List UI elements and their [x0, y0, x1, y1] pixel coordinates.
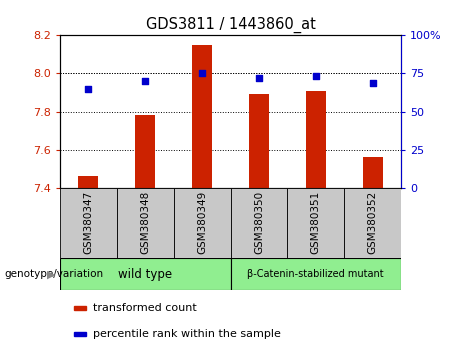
Bar — [78, 176, 98, 188]
Text: transformed count: transformed count — [93, 303, 196, 313]
Bar — [117, 188, 174, 258]
Bar — [174, 188, 230, 258]
Bar — [287, 188, 344, 258]
Bar — [230, 188, 287, 258]
Text: genotype/variation: genotype/variation — [5, 269, 104, 279]
Point — [142, 78, 149, 84]
Text: wild type: wild type — [118, 268, 172, 281]
Text: ▶: ▶ — [47, 269, 55, 279]
Text: β-Catenin-stabilized mutant: β-Catenin-stabilized mutant — [248, 269, 384, 279]
Text: percentile rank within the sample: percentile rank within the sample — [93, 329, 281, 339]
Text: GSM380348: GSM380348 — [140, 191, 150, 255]
Bar — [74, 332, 86, 336]
Bar — [249, 95, 269, 188]
Point — [198, 70, 206, 76]
Bar — [60, 258, 230, 290]
Point — [369, 80, 376, 85]
Text: GSM380349: GSM380349 — [197, 191, 207, 255]
Bar — [60, 188, 117, 258]
Bar — [363, 157, 383, 188]
Text: GSM380351: GSM380351 — [311, 191, 321, 255]
Title: GDS3811 / 1443860_at: GDS3811 / 1443860_at — [146, 16, 315, 33]
Bar — [344, 188, 401, 258]
Bar — [192, 45, 212, 188]
Bar — [135, 115, 155, 188]
Point — [255, 75, 263, 81]
Bar — [74, 306, 86, 310]
Text: GSM380350: GSM380350 — [254, 191, 264, 254]
Text: GSM380347: GSM380347 — [83, 191, 94, 255]
Bar — [230, 258, 401, 290]
Text: GSM380352: GSM380352 — [367, 191, 378, 255]
Point — [312, 74, 319, 79]
Point — [85, 86, 92, 92]
Bar — [306, 91, 326, 188]
